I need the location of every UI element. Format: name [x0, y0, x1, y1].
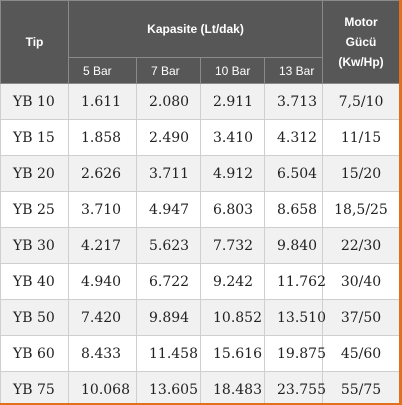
capacity-cell: 9.894 — [136, 299, 201, 336]
table-row: YB 60 8.433 11.458 15.616 19.875 45/60 — [0, 335, 399, 372]
power-cell: 37/50 — [322, 299, 399, 336]
header-pressure: 10 Bar — [200, 57, 265, 84]
capacity-cell: 5.623 — [136, 227, 201, 264]
table-row: YB 25 3.710 4.947 6.803 8.658 18,5/25 — [0, 191, 399, 228]
table-row: YB 20 2.626 3.711 4.912 6.504 15/20 — [0, 155, 399, 192]
capacity-cell: 13.605 — [136, 371, 201, 403]
capacity-cell: 4.912 — [200, 155, 265, 192]
model-cell: YB 25 — [0, 191, 69, 228]
header-pressure: 7 Bar — [136, 57, 201, 84]
capacity-cell: 19.875 — [264, 335, 326, 372]
capacity-cell: 4.217 — [68, 227, 137, 264]
table-row: YB 40 4.940 6.722 9.242 11.762 30/40 — [0, 263, 399, 300]
header-capacity: Kapasite (Lt/dak) — [68, 0, 323, 58]
capacity-cell: 9.840 — [264, 227, 323, 264]
capacity-cell: 11.458 — [136, 335, 201, 372]
capacity-cell: 7.732 — [200, 227, 265, 264]
model-cell: YB 40 — [0, 263, 69, 300]
capacity-cell: 3.710 — [68, 191, 137, 228]
capacity-cell: 7.420 — [68, 299, 137, 336]
power-cell: 7,5/10 — [322, 83, 399, 120]
capacity-cell: 15.616 — [200, 335, 265, 372]
capacity-cell: 11.762 — [264, 263, 326, 300]
capacity-cell: 10.852 — [200, 299, 265, 336]
capacity-cell: 18.483 — [200, 371, 265, 403]
capacity-cell: 2.626 — [68, 155, 137, 192]
power-cell: 11/15 — [322, 119, 399, 156]
capacity-cell: 4.312 — [264, 119, 323, 156]
capacity-cell: 6.803 — [200, 191, 265, 228]
power-cell: 30/40 — [322, 263, 399, 300]
capacity-cell: 10.068 — [68, 371, 137, 403]
power-cell: 22/30 — [322, 227, 399, 264]
capacity-cell: 3.713 — [264, 83, 323, 120]
model-cell: YB 15 — [0, 119, 69, 156]
capacity-cell: 4.947 — [136, 191, 201, 228]
capacity-cell: 23.755 — [264, 371, 326, 403]
power-cell: 15/20 — [322, 155, 399, 192]
model-cell: YB 50 — [0, 299, 69, 336]
table-row: YB 50 7.420 9.894 10.852 13.510 37/50 — [0, 299, 399, 336]
header-pressure: 5 Bar — [68, 57, 137, 84]
table-row: YB 30 4.217 5.623 7.732 9.840 22/30 — [0, 227, 399, 264]
capacity-cell: 2.490 — [136, 119, 201, 156]
table-row: YB 75 10.068 13.605 18.483 23.755 55/75 — [0, 371, 399, 403]
capacity-cell: 2.080 — [136, 83, 201, 120]
model-cell: YB 75 — [0, 371, 69, 403]
table-row: YB 10 1.611 2.080 2.911 3.713 7,5/10 — [0, 83, 399, 120]
capacity-cell: 8.433 — [68, 335, 137, 372]
capacity-cell: 13.510 — [264, 299, 326, 336]
model-cell: YB 10 — [0, 83, 69, 120]
capacity-cell: 8.658 — [264, 191, 323, 228]
capacity-cell: 4.940 — [68, 263, 137, 300]
capacity-cell: 1.611 — [68, 83, 137, 120]
model-cell: YB 30 — [0, 227, 69, 264]
capacity-cell: 9.242 — [200, 263, 265, 300]
capacity-cell: 1.858 — [68, 119, 137, 156]
model-cell: YB 20 — [0, 155, 69, 192]
header-tip: Tip — [0, 0, 69, 84]
model-cell: YB 60 — [0, 335, 69, 372]
capacity-cell: 6.722 — [136, 263, 201, 300]
power-cell: 18,5/25 — [322, 191, 399, 228]
power-cell: 45/60 — [322, 335, 399, 372]
table-row: YB 15 1.858 2.490 3.410 4.312 11/15 — [0, 119, 399, 156]
capacity-cell: 6.504 — [264, 155, 323, 192]
capacity-cell: 3.410 — [200, 119, 265, 156]
power-cell: 55/75 — [322, 371, 399, 403]
capacity-cell: 2.911 — [200, 83, 265, 120]
header-pressure: 13 Bar — [264, 57, 323, 84]
header-power: Motor Gücü (Kw/Hp) — [322, 0, 399, 84]
capacity-cell: 3.711 — [136, 155, 201, 192]
